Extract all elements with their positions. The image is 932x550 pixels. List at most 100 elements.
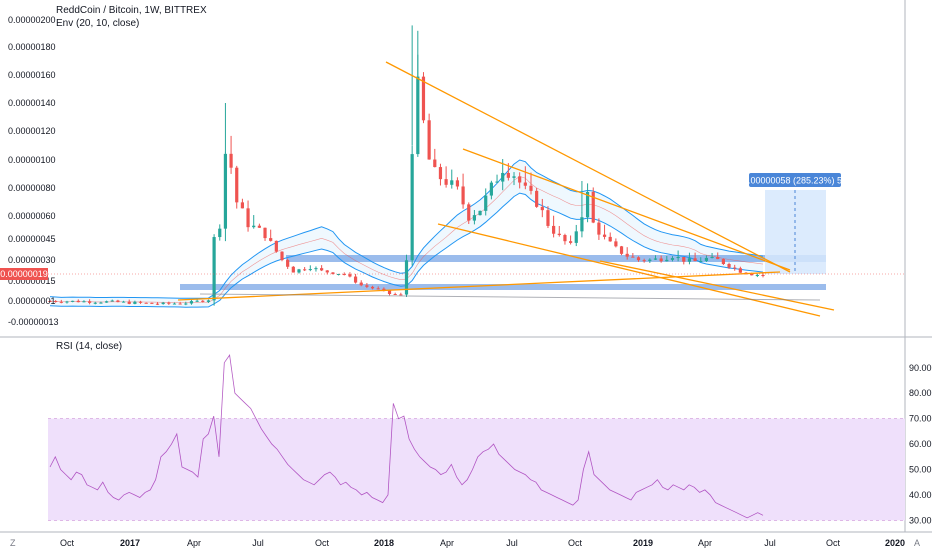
candle-body [297,269,301,273]
price-tick-label: 0.00000001 [8,296,56,306]
candle [376,286,380,290]
candle [540,198,544,218]
symbol-legend[interactable]: ReddCoin / Bitcoin, 1W, BITTREX [56,5,207,16]
candle-body [563,235,567,242]
candle [82,300,86,303]
candle [155,302,160,306]
candle [444,166,448,188]
candle-body [348,274,352,277]
candle-body [387,290,392,295]
candle [274,240,278,253]
candle-body [229,153,233,168]
candle-body [416,76,420,155]
candle [648,258,652,263]
candle [546,206,550,229]
candle-body [738,268,742,273]
price-tick-label: 0.00000100 [8,155,56,165]
candle [252,215,256,229]
candle [286,258,290,270]
measure-label[interactable]: 0.00000058 (285.23%) 58 [743,173,847,187]
candle [727,262,731,269]
candle-body [218,228,222,238]
candle [246,200,250,232]
candle [653,255,658,260]
rsi-tick-label: 70.00 [909,414,932,424]
candle-body [240,202,244,209]
candle-body [693,258,697,262]
candle [138,300,143,304]
rsi-axis[interactable]: 90.00 80.00 70.00 60.00 50.00 40.00 30.00 [909,363,932,526]
candle [518,172,522,189]
candle [206,299,211,303]
candles [48,25,765,306]
time-tick-label: Oct [568,538,583,548]
rsi-tick-label: 90.00 [909,363,932,373]
candle [535,187,539,208]
candle-body [399,294,403,296]
candle [529,172,533,195]
candle [161,301,165,305]
candle [552,215,556,238]
candle-body [65,301,69,303]
price-tick-label: 0.00000200 [8,15,56,25]
candle [150,302,154,304]
candle [659,255,663,263]
candle-body [648,259,652,261]
candle [704,255,709,263]
candle [229,135,233,174]
candle-body [433,159,437,168]
candle-body [382,288,386,291]
candle-body [314,268,318,270]
candle [291,266,295,273]
candle-body [206,300,211,302]
candle [201,300,205,303]
candle-body [76,300,80,303]
candle-body [223,153,228,229]
envelope-fill [50,160,763,308]
time-axis[interactable]: Oct 2017 Apr Jul Oct 2018 Apr Jul Oct 2019 Apr Jul O… [60,538,905,548]
last-price-tag: 0.00000019 [0,268,48,280]
candle [184,301,188,306]
candle [235,165,239,209]
rsi-tick-label: 60.00 [909,439,932,449]
price-axis[interactable]: 0.00000200 0.00000180 0.00000160 0.00000140… [8,15,59,327]
candle [670,256,675,262]
rsi-tick-label: 80.00 [909,388,932,398]
candle-body [721,259,725,264]
time-tick-label: Apr [440,538,454,548]
candle [450,169,454,189]
candle [721,258,725,265]
candle-body [495,181,499,183]
rsi-tick-label: 30.00 [909,515,932,525]
candle [574,224,578,247]
candle-body [580,217,584,232]
candle [755,273,759,278]
candle-body [127,301,131,304]
candle-body [212,237,216,301]
candle-body [642,260,646,262]
candle-body [472,215,477,221]
envelope-legend[interactable]: Env (20, 10, close) [56,18,140,29]
rsi-legend[interactable]: RSI (14, close) [56,341,123,352]
candle [359,280,363,287]
candle [167,301,171,305]
candle [738,266,742,273]
price-tick-label: 0.00000180 [8,42,56,52]
candle [557,225,561,237]
candle-body [614,241,618,247]
candle [110,299,114,302]
candle [699,257,703,262]
candle [127,299,131,305]
price-tick-label: 0.00000060 [8,211,56,221]
time-tick-label: 2020 [885,538,905,548]
candle [421,72,426,124]
candle [393,292,397,296]
candle-body [161,302,165,305]
rsi-tick-label: 50.00 [909,465,932,475]
candle-body [727,263,731,268]
time-tick-label: Jul [764,538,776,548]
candle-body [410,154,414,261]
candle [54,300,58,303]
candle-body [353,276,358,283]
